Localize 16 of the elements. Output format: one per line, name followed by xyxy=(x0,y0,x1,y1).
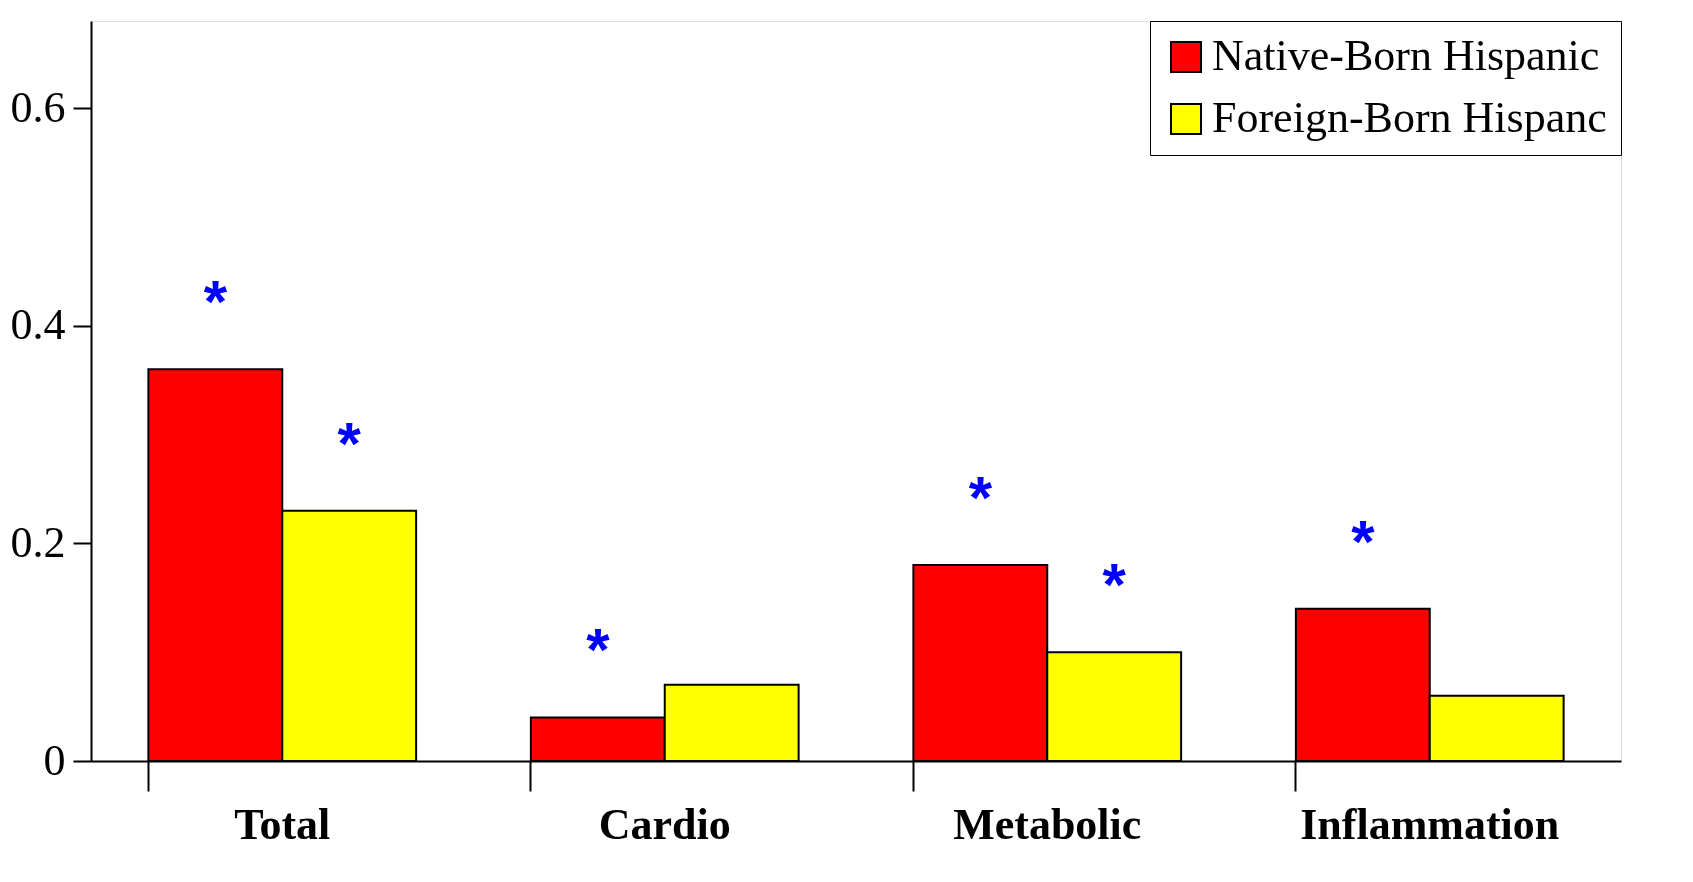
legend-label: Native-Born Hispanic xyxy=(1212,31,1600,80)
annotation: * xyxy=(203,268,228,336)
x-tick-label: Inflammation xyxy=(1300,799,1560,849)
annotation: * xyxy=(586,616,611,684)
x-tick-label: Total xyxy=(234,799,331,849)
y-tick-label: 0.6 xyxy=(10,82,66,132)
y-tick-label: 0 xyxy=(43,735,66,785)
x-tick-label: Metabolic xyxy=(953,799,1142,849)
legend-label: Foreign-Born Hispanc xyxy=(1212,93,1607,142)
annotation: * xyxy=(1351,507,1376,575)
x-tick-label: Cardio xyxy=(598,799,731,849)
annotation: * xyxy=(337,409,362,477)
y-tick-label: 0.4 xyxy=(10,300,66,350)
annotation: * xyxy=(1102,551,1127,619)
annotation: * xyxy=(968,464,993,532)
y-tick-label: 0.2 xyxy=(10,517,66,567)
